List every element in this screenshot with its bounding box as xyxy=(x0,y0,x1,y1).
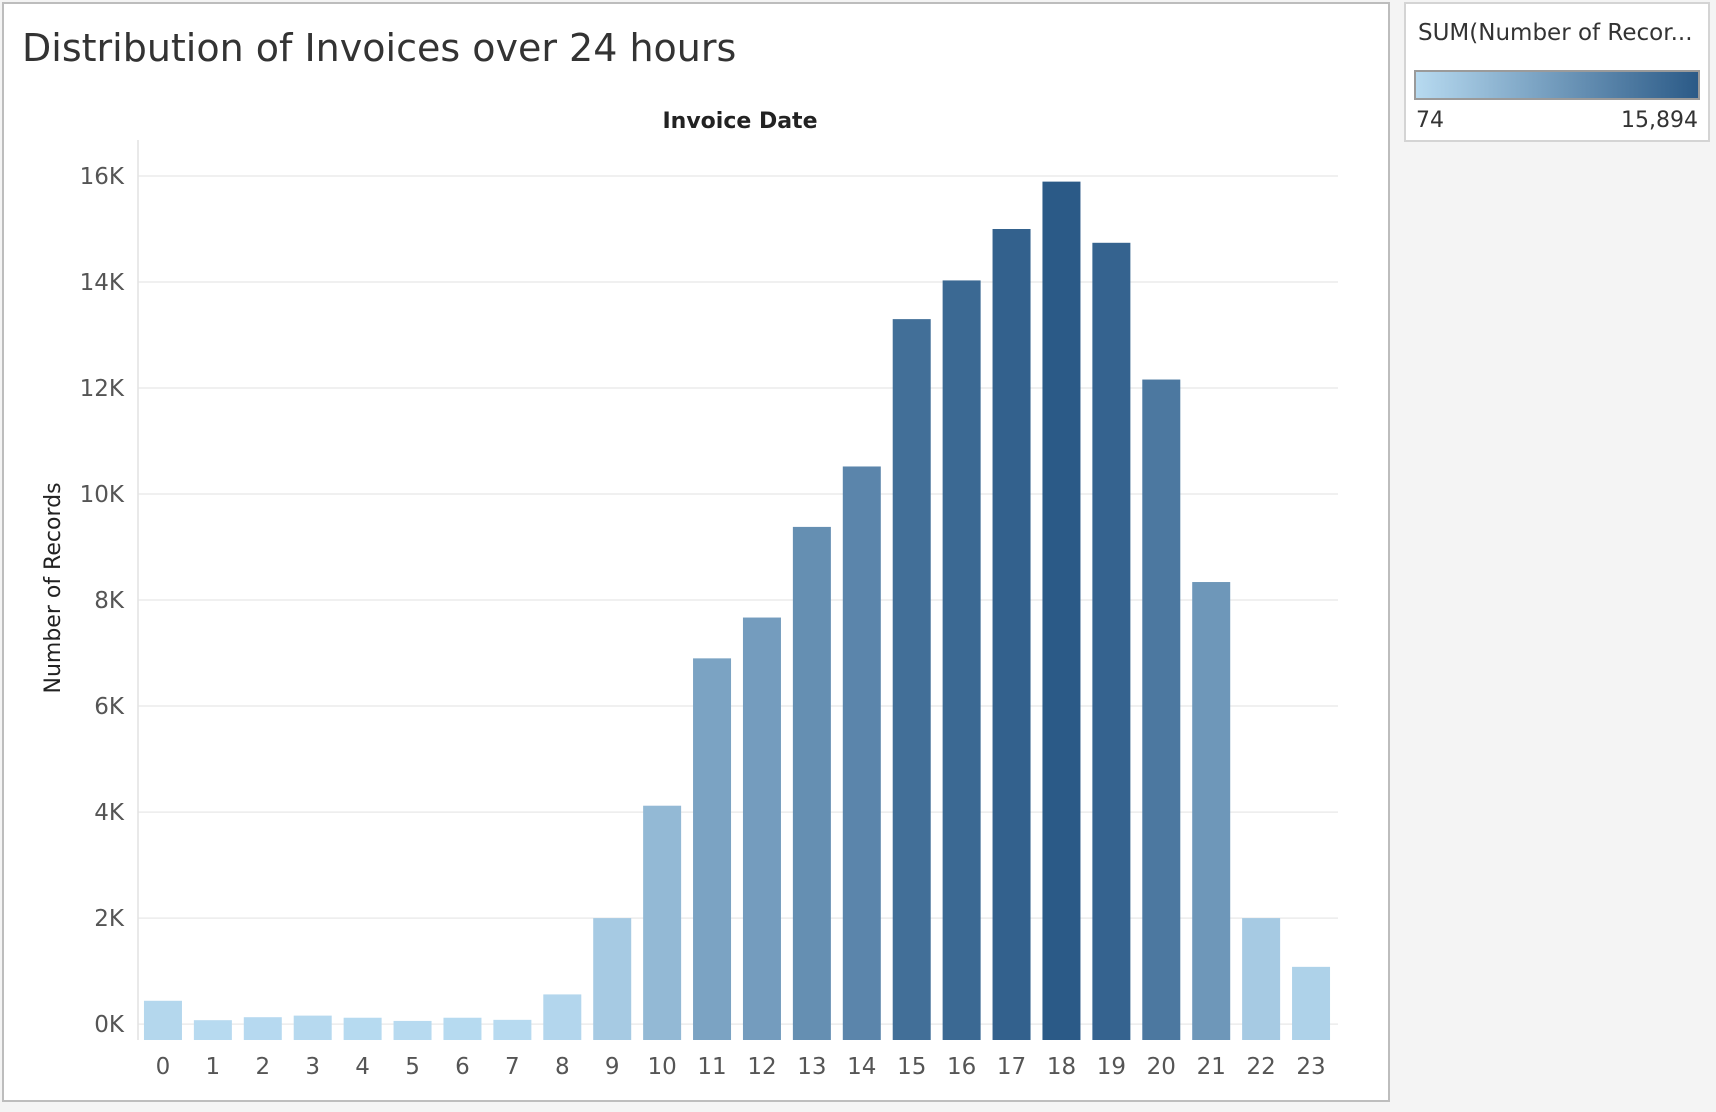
bar-hour-4[interactable] xyxy=(343,1017,382,1040)
x-axis-title: Invoice Date xyxy=(662,109,817,134)
x-tick-label: 10 xyxy=(647,1054,676,1080)
y-tick-label: 14K xyxy=(80,270,125,296)
y-tick-label: 12K xyxy=(80,376,125,402)
bar-hour-22[interactable] xyxy=(1242,918,1281,1040)
bar-hour-6[interactable] xyxy=(443,1017,482,1040)
bar-hour-10[interactable] xyxy=(643,805,682,1040)
x-tick-label: 4 xyxy=(355,1054,370,1080)
x-tick-label: 6 xyxy=(455,1054,470,1080)
x-tick-label: 2 xyxy=(255,1054,270,1080)
bar-hour-0[interactable] xyxy=(143,1000,182,1040)
x-tick-label: 18 xyxy=(1047,1054,1076,1080)
y-tick-label: 0K xyxy=(94,1012,125,1038)
x-tick-label: 3 xyxy=(305,1054,320,1080)
x-tick-label: 14 xyxy=(847,1054,876,1080)
x-tick-label: 19 xyxy=(1097,1054,1126,1080)
x-tick-label: 5 xyxy=(405,1054,420,1080)
bar-hour-7[interactable] xyxy=(493,1019,532,1040)
y-tick-label: 2K xyxy=(94,906,125,932)
bar-hour-13[interactable] xyxy=(792,526,831,1040)
bar-hour-16[interactable] xyxy=(942,280,981,1040)
bar-hour-5[interactable] xyxy=(393,1020,432,1040)
bar-hour-1[interactable] xyxy=(193,1020,232,1040)
page-title: Distribution of Invoices over 24 hours xyxy=(22,26,737,70)
bar-hour-12[interactable] xyxy=(742,617,781,1040)
bar-hour-17[interactable] xyxy=(992,229,1031,1041)
x-tick-label: 11 xyxy=(697,1054,726,1080)
bar-hour-3[interactable] xyxy=(293,1015,332,1040)
legend-color-ramp xyxy=(1414,70,1700,100)
x-tick-label: 13 xyxy=(797,1054,826,1080)
x-tick-label: 9 xyxy=(605,1054,620,1080)
x-tick-label: 8 xyxy=(555,1054,570,1080)
x-tick-label: 12 xyxy=(747,1054,776,1080)
legend-max-label: 15,894 xyxy=(1621,108,1698,133)
bar-hour-21[interactable] xyxy=(1192,582,1231,1040)
x-tick-label: 7 xyxy=(505,1054,520,1080)
bar-hour-20[interactable] xyxy=(1142,379,1181,1040)
bar-hour-9[interactable] xyxy=(593,918,632,1040)
y-axis-ticks: 0K 2K 4K 6K 8K 10K 12K 14K 16K xyxy=(80,164,125,1038)
x-tick-label: 17 xyxy=(997,1054,1026,1080)
legend-min-label: 74 xyxy=(1416,108,1444,133)
x-tick-label: 22 xyxy=(1246,1054,1275,1080)
x-tick-label: 1 xyxy=(206,1054,221,1080)
y-tick-label: 4K xyxy=(94,800,125,826)
bars xyxy=(143,181,1331,1041)
bar-hour-8[interactable] xyxy=(543,994,582,1040)
gridlines xyxy=(137,140,1338,1040)
bar-hour-19[interactable] xyxy=(1092,242,1131,1041)
legend-title: SUM(Number of Recor... xyxy=(1418,20,1693,46)
bar-hour-2[interactable] xyxy=(243,1017,282,1040)
y-axis-title: Number of Records xyxy=(41,482,66,693)
bar-hour-23[interactable] xyxy=(1292,966,1331,1040)
y-tick-label: 16K xyxy=(80,164,125,190)
bar-hour-18[interactable] xyxy=(1042,181,1081,1040)
x-tick-label: 23 xyxy=(1296,1054,1325,1080)
x-tick-label: 0 xyxy=(156,1054,171,1080)
y-tick-label: 10K xyxy=(80,482,125,508)
y-tick-label: 8K xyxy=(94,588,125,614)
x-tick-label: 20 xyxy=(1147,1054,1176,1080)
x-tick-label: 16 xyxy=(947,1054,976,1080)
x-tick-label: 21 xyxy=(1197,1054,1226,1080)
x-axis-ticks: 0 1 2 3 4 5 6 7 8 9 10 11 12 13 14 15 16 17 18 19 20 21 22 23 xyxy=(156,1054,1326,1080)
bar-hour-15[interactable] xyxy=(892,319,931,1040)
x-tick-label: 15 xyxy=(897,1054,926,1080)
bar-hour-14[interactable] xyxy=(842,466,881,1040)
bar-hour-11[interactable] xyxy=(693,658,732,1040)
color-legend[interactable]: SUM(Number of Recor... 74 15,894 xyxy=(1404,2,1710,142)
y-tick-label: 6K xyxy=(94,694,125,720)
